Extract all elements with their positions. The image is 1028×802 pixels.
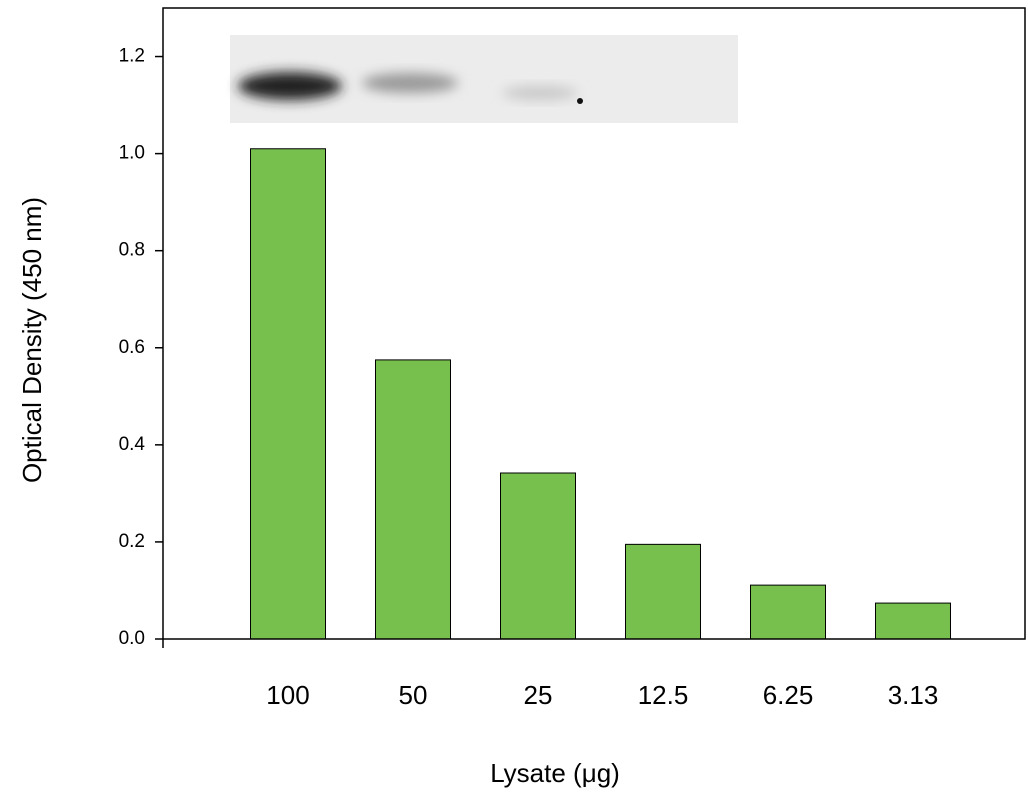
y-tick-label: 0.8 [119, 240, 145, 261]
x-tick-label: 6.25 [763, 680, 814, 710]
bar [500, 472, 576, 640]
x-axis-title: Lysate (μg) [490, 758, 620, 788]
bar [250, 148, 326, 640]
y-axis-title: Optical Density (450 nm) [17, 197, 47, 483]
x-tick-label: 25 [524, 680, 553, 710]
bar [625, 543, 701, 640]
y-tick-label: 0.4 [119, 434, 146, 455]
bar [375, 359, 451, 640]
plot-frame [162, 7, 1026, 640]
x-tick-label: 12.5 [638, 680, 689, 710]
x-tick-label: 100 [266, 680, 309, 710]
y-tick-label: 0.2 [119, 531, 145, 552]
x-tick-label: 50 [399, 680, 428, 710]
y-tick-label: 1.2 [119, 46, 145, 67]
y-tick-label: 0.0 [119, 628, 145, 649]
x-tick-label: 3.13 [888, 680, 939, 710]
y-tick-label: 1.0 [119, 143, 145, 164]
y-tick-label: 0.6 [119, 337, 145, 358]
bar [875, 602, 951, 640]
blot-inset [230, 35, 738, 123]
bar [750, 584, 826, 640]
